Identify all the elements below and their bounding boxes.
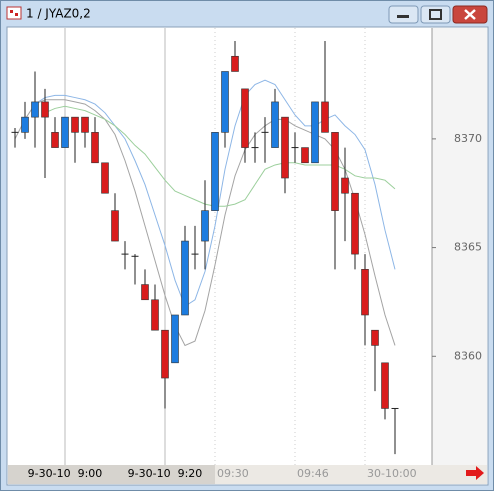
x-tick-label: 09:30 [217, 467, 249, 480]
candle-body [161, 329, 169, 379]
candle-body [311, 101, 319, 164]
candle-body [151, 299, 159, 331]
candle-body [221, 71, 229, 133]
maximize-icon [429, 9, 442, 20]
x-tick-label: 09:46 [297, 467, 329, 480]
maximize-button[interactable] [420, 5, 451, 24]
candle-body [201, 210, 209, 242]
moving-average-line [34, 79, 396, 308]
candle-body [381, 362, 389, 409]
x-tick-label: 9-30-10 9:00 [28, 467, 103, 480]
candle-body [61, 116, 69, 148]
minimize-button[interactable] [388, 5, 419, 24]
candle-body [111, 210, 119, 242]
x-tick-label: 30-10:00 [367, 467, 417, 480]
candle-body [71, 116, 79, 133]
scroll-arrow[interactable] [466, 466, 484, 480]
candle-body [341, 177, 349, 194]
app-icon-dot [15, 13, 18, 16]
candle-body [271, 101, 279, 148]
candle-body [331, 132, 339, 211]
candle-body [31, 101, 39, 118]
candle-body [51, 132, 59, 148]
y-tick-label: 8365 [454, 241, 482, 254]
candle-body [41, 101, 49, 118]
time-axis-dark-panel [8, 465, 215, 484]
x-tick-label: 9-30-10 9:20 [128, 467, 203, 480]
app-icon [6, 6, 22, 20]
plot: 9-30-10 9:00 9-30-10 9:20 09:30 09:46 30-10:… [11, 28, 482, 480]
candle-body [181, 240, 189, 316]
candle-body [301, 147, 309, 164]
candle-body [361, 269, 369, 316]
candle-body [81, 116, 89, 133]
candle-body [91, 132, 99, 164]
minimize-icon [397, 15, 409, 18]
candle-body [231, 55, 239, 72]
candle-body [171, 314, 179, 364]
candle-body [371, 329, 379, 346]
window-title: 1 / JYAZ0,2 [26, 7, 91, 21]
y-tick-label: 8370 [454, 132, 482, 145]
close-icon [464, 9, 476, 20]
candle-body [101, 162, 109, 194]
candle-body [351, 192, 359, 255]
candle-body [211, 132, 219, 211]
y-tick-label: 8360 [454, 349, 482, 362]
candle-body [21, 116, 29, 133]
candle-body [141, 284, 149, 301]
price-axis-panel [432, 28, 487, 465]
candle-body [241, 88, 249, 148]
app-icon-dot [10, 10, 13, 13]
candle-body [321, 101, 329, 133]
candle-body [281, 116, 289, 179]
